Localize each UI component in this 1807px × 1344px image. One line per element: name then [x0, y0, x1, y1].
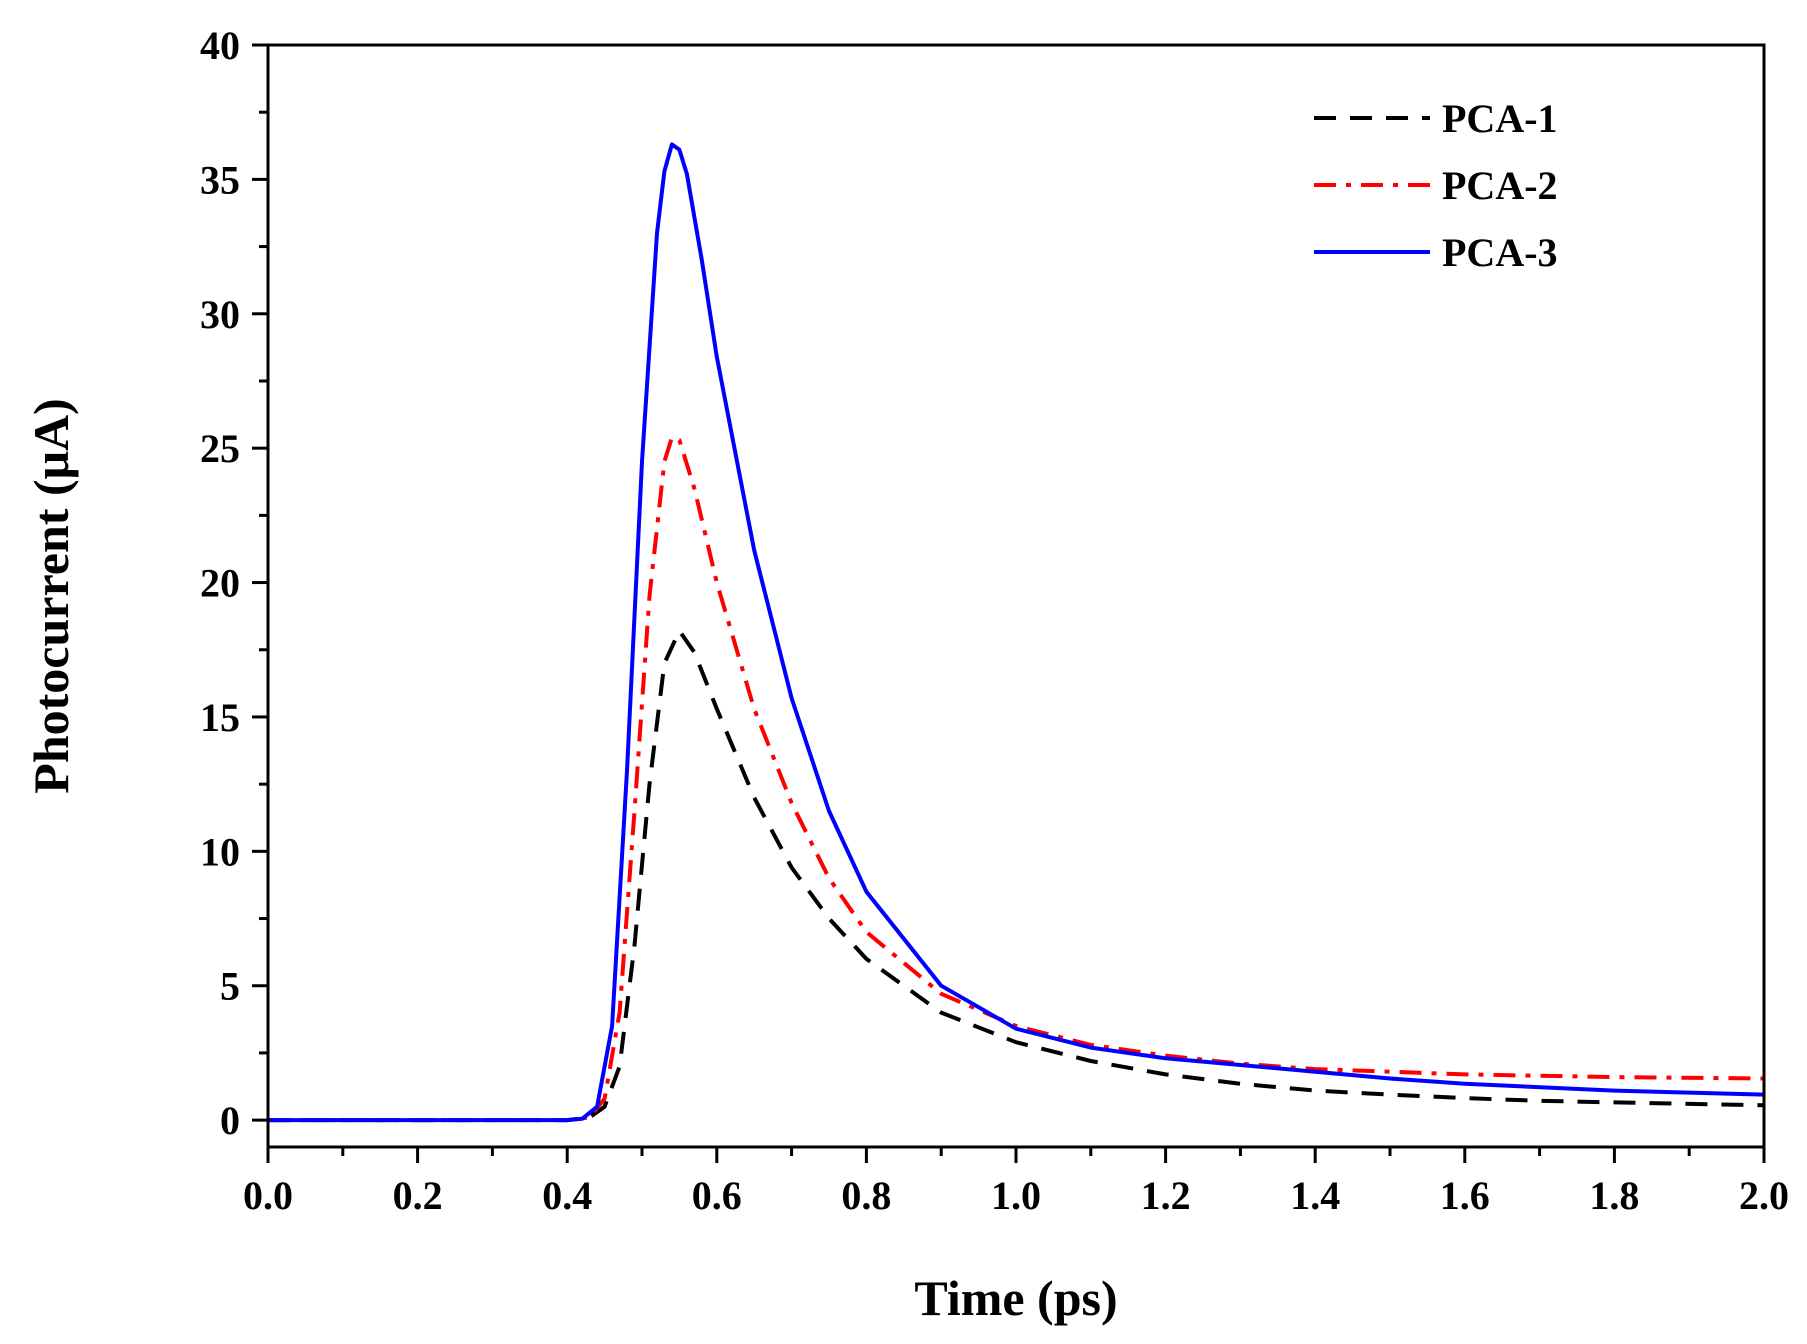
legend-label: PCA-3 [1442, 230, 1558, 275]
y-tick-label: 5 [220, 964, 240, 1009]
series-line-pca-3 [268, 142, 1765, 1123]
x-axis-title: Time (ps) [914, 1270, 1117, 1326]
legend-label: PCA-1 [1442, 96, 1558, 141]
x-tick-label: 0.0 [243, 1173, 293, 1218]
y-tick-label: 0 [220, 1098, 240, 1143]
x-tick-label: 1.8 [1589, 1173, 1639, 1218]
y-tick-label: 20 [200, 561, 240, 606]
series-line-pca-2 [268, 435, 1765, 1123]
y-tick-label: 30 [200, 292, 240, 337]
x-tick-label: 0.4 [542, 1173, 592, 1218]
x-tick-label: 2.0 [1739, 1173, 1789, 1218]
x-tick-label: 0.6 [692, 1173, 742, 1218]
x-tick-label: 1.4 [1290, 1173, 1340, 1218]
y-tick-label: 10 [200, 829, 240, 874]
y-tick-label: 40 [200, 23, 240, 68]
series-line-pca-1 [268, 628, 1765, 1123]
series-layer [268, 142, 1765, 1123]
legend-label: PCA-2 [1442, 163, 1558, 208]
y-axis-title: Photocurrent (μA) [23, 398, 79, 793]
y-tick-label: 15 [200, 695, 240, 740]
y-tick-label: 35 [200, 157, 240, 202]
x-tick-label: 0.8 [841, 1173, 891, 1218]
tick-marks [252, 43, 1766, 1163]
y-tick-label: 25 [200, 426, 240, 471]
x-tick-label: 0.2 [393, 1173, 443, 1218]
x-tick-label: 1.6 [1440, 1173, 1490, 1218]
x-tick-label: 1.0 [991, 1173, 1041, 1218]
tick-labels: 0.0 0.2 0.4 0.6 0.8 1.0 1.2 1.4 1.6 1.8 2.0 0 5 10 15 2… [200, 23, 1789, 1218]
plot-frame [266, 43, 1766, 1149]
x-tick-label: 1.2 [1141, 1173, 1191, 1218]
legend: PCA-1 PCA-2 PCA-3 [1314, 96, 1558, 275]
